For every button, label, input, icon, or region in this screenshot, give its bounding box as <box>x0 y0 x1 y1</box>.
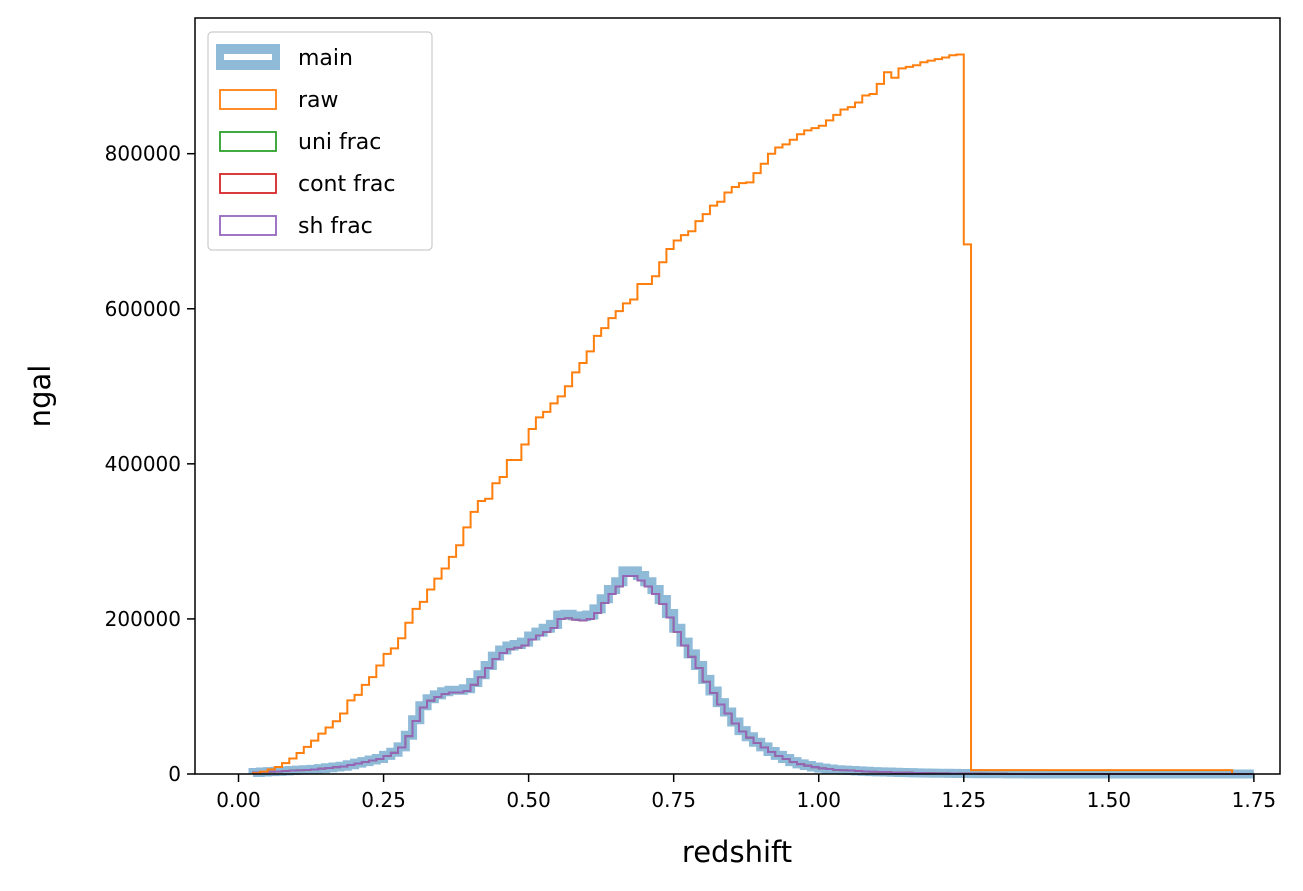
x-tick-label: 1.50 <box>1087 788 1132 812</box>
legend-label: main <box>298 46 353 71</box>
plot-frame <box>194 17 1281 775</box>
x-tick-label: 0.25 <box>361 788 406 812</box>
x-axis-label: redshift <box>682 835 792 869</box>
y-tick-label: 400000 <box>105 452 181 476</box>
y-axis: 0 200000 400000 600000 800000 <box>105 142 195 786</box>
legend-label: cont frac <box>298 172 396 197</box>
legend-label: raw <box>298 88 339 113</box>
y-tick-label: 600000 <box>105 297 181 321</box>
legend-label: uni frac <box>298 130 381 155</box>
x-tick-label: 0.50 <box>506 788 551 812</box>
y-tick-label: 200000 <box>105 607 181 631</box>
legend-key-raw <box>219 89 277 110</box>
y-tick-label: 0 <box>168 762 181 786</box>
x-tick-label: 1.00 <box>796 788 841 812</box>
x-tick-label: 1.25 <box>942 788 987 812</box>
y-tick-label: 800000 <box>105 142 181 166</box>
legend-key-uni-frac <box>219 131 277 152</box>
x-tick-label: 0.75 <box>651 788 696 812</box>
legend-key-main-inner <box>224 54 272 60</box>
x-tick-label: 0.00 <box>216 788 261 812</box>
x-tick-label: 1.75 <box>1232 788 1277 812</box>
legend-label: sh frac <box>298 214 373 239</box>
legend-box <box>207 31 433 251</box>
legend: main raw uni frac cont frac sh frac <box>207 31 433 251</box>
legend-key-cont-frac <box>219 173 277 194</box>
legend-key-sh-frac <box>219 215 277 236</box>
y-axis-label: ngal <box>23 365 57 428</box>
series-raw-step <box>252 53 1234 775</box>
x-axis: 0.00 0.25 0.50 0.75 1.00 1.25 1.50 1.75 <box>216 774 1276 812</box>
